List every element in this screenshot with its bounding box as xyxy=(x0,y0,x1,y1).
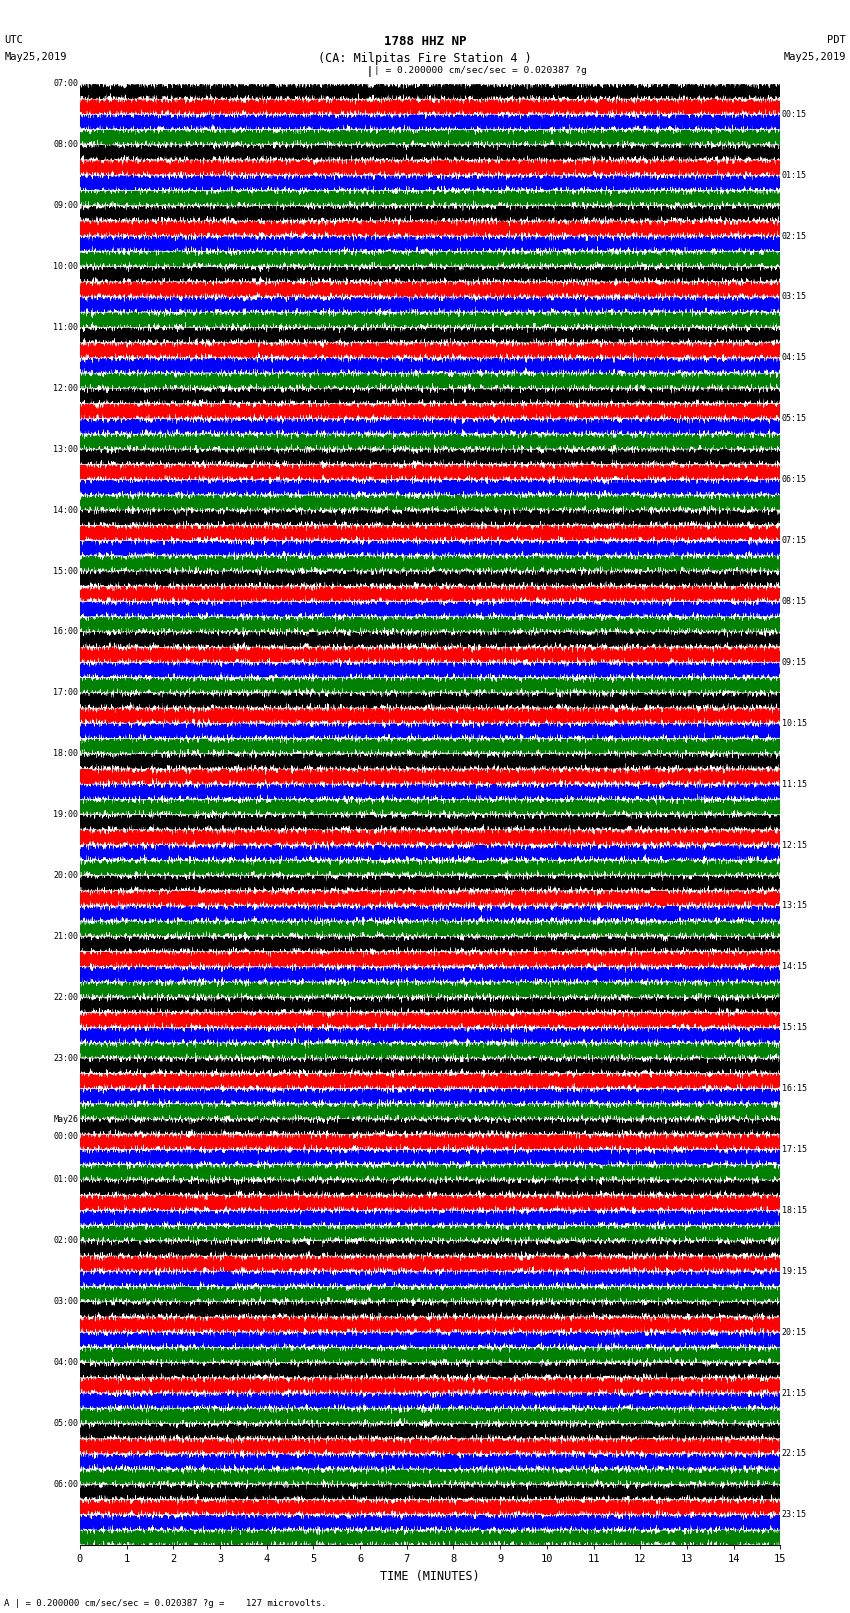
Text: 21:00: 21:00 xyxy=(54,932,78,940)
Text: 02:15: 02:15 xyxy=(782,232,807,240)
Text: 01:00: 01:00 xyxy=(54,1176,78,1184)
Text: 20:00: 20:00 xyxy=(54,871,78,881)
Text: A | = 0.200000 cm/sec/sec = 0.020387 ?g =    127 microvolts.: A | = 0.200000 cm/sec/sec = 0.020387 ?g … xyxy=(4,1598,326,1608)
Text: 10:15: 10:15 xyxy=(782,719,807,727)
Text: 01:15: 01:15 xyxy=(782,171,807,179)
Text: 18:15: 18:15 xyxy=(782,1207,807,1215)
X-axis label: TIME (MINUTES): TIME (MINUTES) xyxy=(380,1569,480,1582)
Text: 13:00: 13:00 xyxy=(54,445,78,453)
Text: (CA: Milpitas Fire Station 4 ): (CA: Milpitas Fire Station 4 ) xyxy=(318,52,532,65)
Text: 23:15: 23:15 xyxy=(782,1510,807,1519)
Text: 05:15: 05:15 xyxy=(782,415,807,423)
Text: 17:00: 17:00 xyxy=(54,689,78,697)
Text: 11:00: 11:00 xyxy=(54,323,78,332)
Text: |: | xyxy=(367,66,372,77)
Text: 1788 HHZ NP: 1788 HHZ NP xyxy=(383,35,467,48)
Text: 12:15: 12:15 xyxy=(782,840,807,850)
Text: UTC: UTC xyxy=(4,35,23,45)
Text: 14:00: 14:00 xyxy=(54,505,78,515)
Text: 23:00: 23:00 xyxy=(54,1053,78,1063)
Text: 16:00: 16:00 xyxy=(54,627,78,637)
Text: 09:00: 09:00 xyxy=(54,202,78,210)
Text: 19:00: 19:00 xyxy=(54,810,78,819)
Text: May26: May26 xyxy=(54,1115,78,1124)
Text: 06:15: 06:15 xyxy=(782,476,807,484)
Text: May25,2019: May25,2019 xyxy=(4,52,67,61)
Text: 21:15: 21:15 xyxy=(782,1389,807,1397)
Text: 07:15: 07:15 xyxy=(782,536,807,545)
Text: 13:15: 13:15 xyxy=(782,902,807,910)
Text: 16:15: 16:15 xyxy=(782,1084,807,1094)
Text: 03:15: 03:15 xyxy=(782,292,807,302)
Text: 10:00: 10:00 xyxy=(54,261,78,271)
Text: 05:00: 05:00 xyxy=(54,1419,78,1428)
Text: 06:00: 06:00 xyxy=(54,1479,78,1489)
Text: 07:00: 07:00 xyxy=(54,79,78,89)
Text: 22:15: 22:15 xyxy=(782,1450,807,1458)
Text: 12:00: 12:00 xyxy=(54,384,78,394)
Text: 17:15: 17:15 xyxy=(782,1145,807,1153)
Text: 03:00: 03:00 xyxy=(54,1297,78,1307)
Text: 04:00: 04:00 xyxy=(54,1358,78,1368)
Text: 22:00: 22:00 xyxy=(54,992,78,1002)
Text: 11:15: 11:15 xyxy=(782,779,807,789)
Text: 20:15: 20:15 xyxy=(782,1327,807,1337)
Text: 08:15: 08:15 xyxy=(782,597,807,606)
Text: 09:15: 09:15 xyxy=(782,658,807,666)
Text: 08:00: 08:00 xyxy=(54,140,78,150)
Text: 02:00: 02:00 xyxy=(54,1236,78,1245)
Text: 14:15: 14:15 xyxy=(782,963,807,971)
Text: 15:15: 15:15 xyxy=(782,1023,807,1032)
Text: 19:15: 19:15 xyxy=(782,1266,807,1276)
Text: 00:00: 00:00 xyxy=(54,1132,78,1140)
Text: 04:15: 04:15 xyxy=(782,353,807,363)
Text: PDT: PDT xyxy=(827,35,846,45)
Text: 15:00: 15:00 xyxy=(54,566,78,576)
Text: | = 0.200000 cm/sec/sec = 0.020387 ?g: | = 0.200000 cm/sec/sec = 0.020387 ?g xyxy=(374,66,586,76)
Text: 18:00: 18:00 xyxy=(54,748,78,758)
Text: May25,2019: May25,2019 xyxy=(783,52,846,61)
Text: 00:15: 00:15 xyxy=(782,110,807,119)
